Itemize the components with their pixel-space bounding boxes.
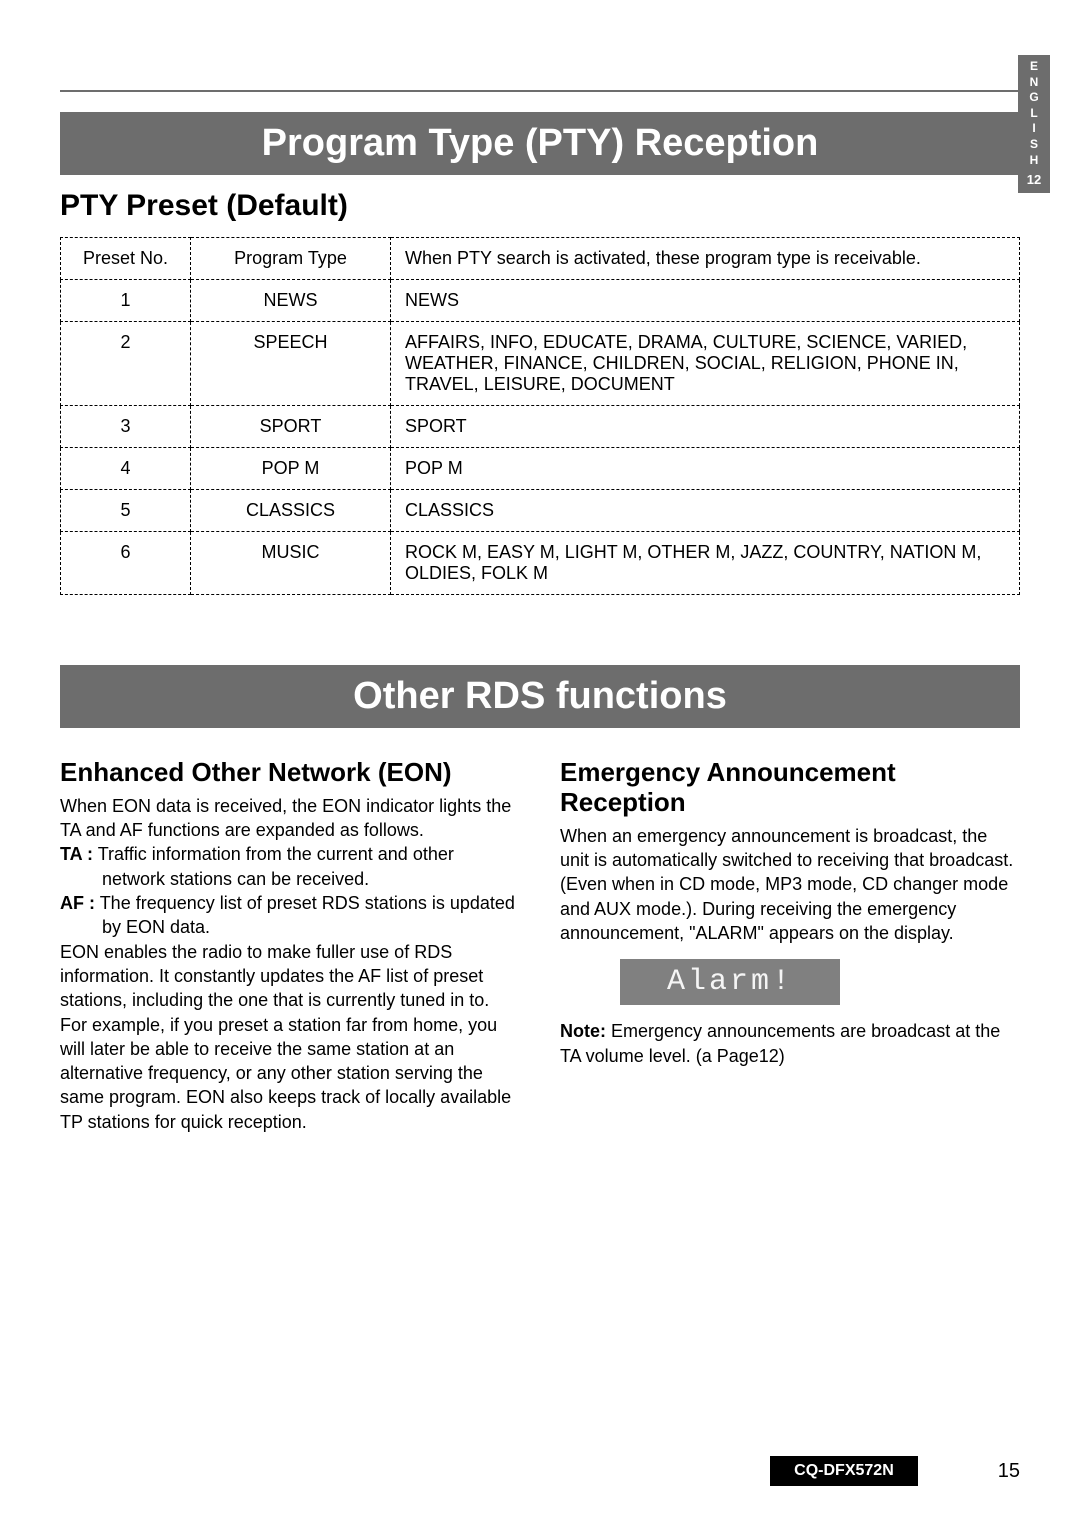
ta-text: Traffic information from the current and… (98, 844, 454, 888)
af-text: The frequency list of preset RDS station… (100, 893, 515, 937)
footer-model: CQ-DFX572N (770, 1456, 918, 1486)
lang-letter: I (1032, 121, 1035, 135)
cell-preset: 3 (61, 406, 191, 448)
emergency-title: Emergency Announcement Reception (560, 758, 1020, 818)
eon-intro: When EON data is received, the EON indic… (60, 796, 511, 840)
cell-desc: CLASSICS (391, 490, 1020, 532)
eon-para: EON enables the radio to make fuller use… (60, 942, 511, 1132)
th-type: Program Type (191, 238, 391, 280)
table-row: 4 POP M POP M (61, 448, 1020, 490)
cell-type: MUSIC (191, 532, 391, 595)
footer: CQ-DFX572N 15 (60, 1456, 1020, 1486)
table-header-row: Preset No. Program Type When PTY search … (61, 238, 1020, 280)
language-tab: E N G L I S H 12 (1018, 55, 1050, 193)
note-text: Emergency announcements are broadcast at… (560, 1021, 1000, 1065)
lang-letter: G (1029, 90, 1038, 104)
emergency-column: Emergency Announcement Reception When an… (560, 758, 1020, 1134)
lang-number: 12 (1018, 172, 1050, 189)
table-row: 5 CLASSICS CLASSICS (61, 490, 1020, 532)
lang-letter: S (1030, 137, 1038, 151)
cell-preset: 5 (61, 490, 191, 532)
cell-desc: AFFAIRS, INFO, EDUCATE, DRAMA, CULTURE, … (391, 322, 1020, 406)
cell-desc: NEWS (391, 280, 1020, 322)
ta-label: TA : (60, 844, 93, 864)
emergency-para: When an emergency announcement is broadc… (560, 826, 1013, 943)
cell-type: SPORT (191, 406, 391, 448)
eon-af-line: AF : The frequency list of preset RDS st… (60, 891, 520, 940)
cell-desc: SPORT (391, 406, 1020, 448)
pty-preset-title: PTY Preset (Default) (60, 189, 1020, 223)
alarm-display: Alarm! (620, 959, 840, 1005)
cell-type: NEWS (191, 280, 391, 322)
lang-letter: E (1030, 59, 1038, 73)
pty-banner: Program Type (PTY) Reception (60, 112, 1020, 175)
cell-desc: ROCK M, EASY M, LIGHT M, OTHER M, JAZZ, … (391, 532, 1020, 595)
cell-type: POP M (191, 448, 391, 490)
table-row: 3 SPORT SPORT (61, 406, 1020, 448)
cell-desc: POP M (391, 448, 1020, 490)
cell-preset: 4 (61, 448, 191, 490)
th-desc: When PTY search is activated, these prog… (391, 238, 1020, 280)
cell-type: CLASSICS (191, 490, 391, 532)
eon-ta-line: TA : Traffic information from the curren… (60, 842, 520, 891)
eon-title: Enhanced Other Network (EON) (60, 758, 520, 788)
table-row: 2 SPEECH AFFAIRS, INFO, EDUCATE, DRAMA, … (61, 322, 1020, 406)
table-row: 1 NEWS NEWS (61, 280, 1020, 322)
pty-table: Preset No. Program Type When PTY search … (60, 237, 1020, 595)
cell-preset: 2 (61, 322, 191, 406)
lang-letter: L (1030, 106, 1037, 120)
af-label: AF : (60, 893, 95, 913)
lang-letter: H (1030, 153, 1039, 167)
cell-type: SPEECH (191, 322, 391, 406)
cell-preset: 1 (61, 280, 191, 322)
top-rule (60, 90, 1020, 92)
footer-page: 15 (998, 1460, 1020, 1483)
lang-letter: N (1030, 75, 1039, 89)
table-row: 6 MUSIC ROCK M, EASY M, LIGHT M, OTHER M… (61, 532, 1020, 595)
th-preset: Preset No. (61, 238, 191, 280)
cell-preset: 6 (61, 532, 191, 595)
rds-banner: Other RDS functions (60, 665, 1020, 728)
eon-column: Enhanced Other Network (EON) When EON da… (60, 758, 520, 1134)
note-label: Note: (560, 1021, 606, 1041)
